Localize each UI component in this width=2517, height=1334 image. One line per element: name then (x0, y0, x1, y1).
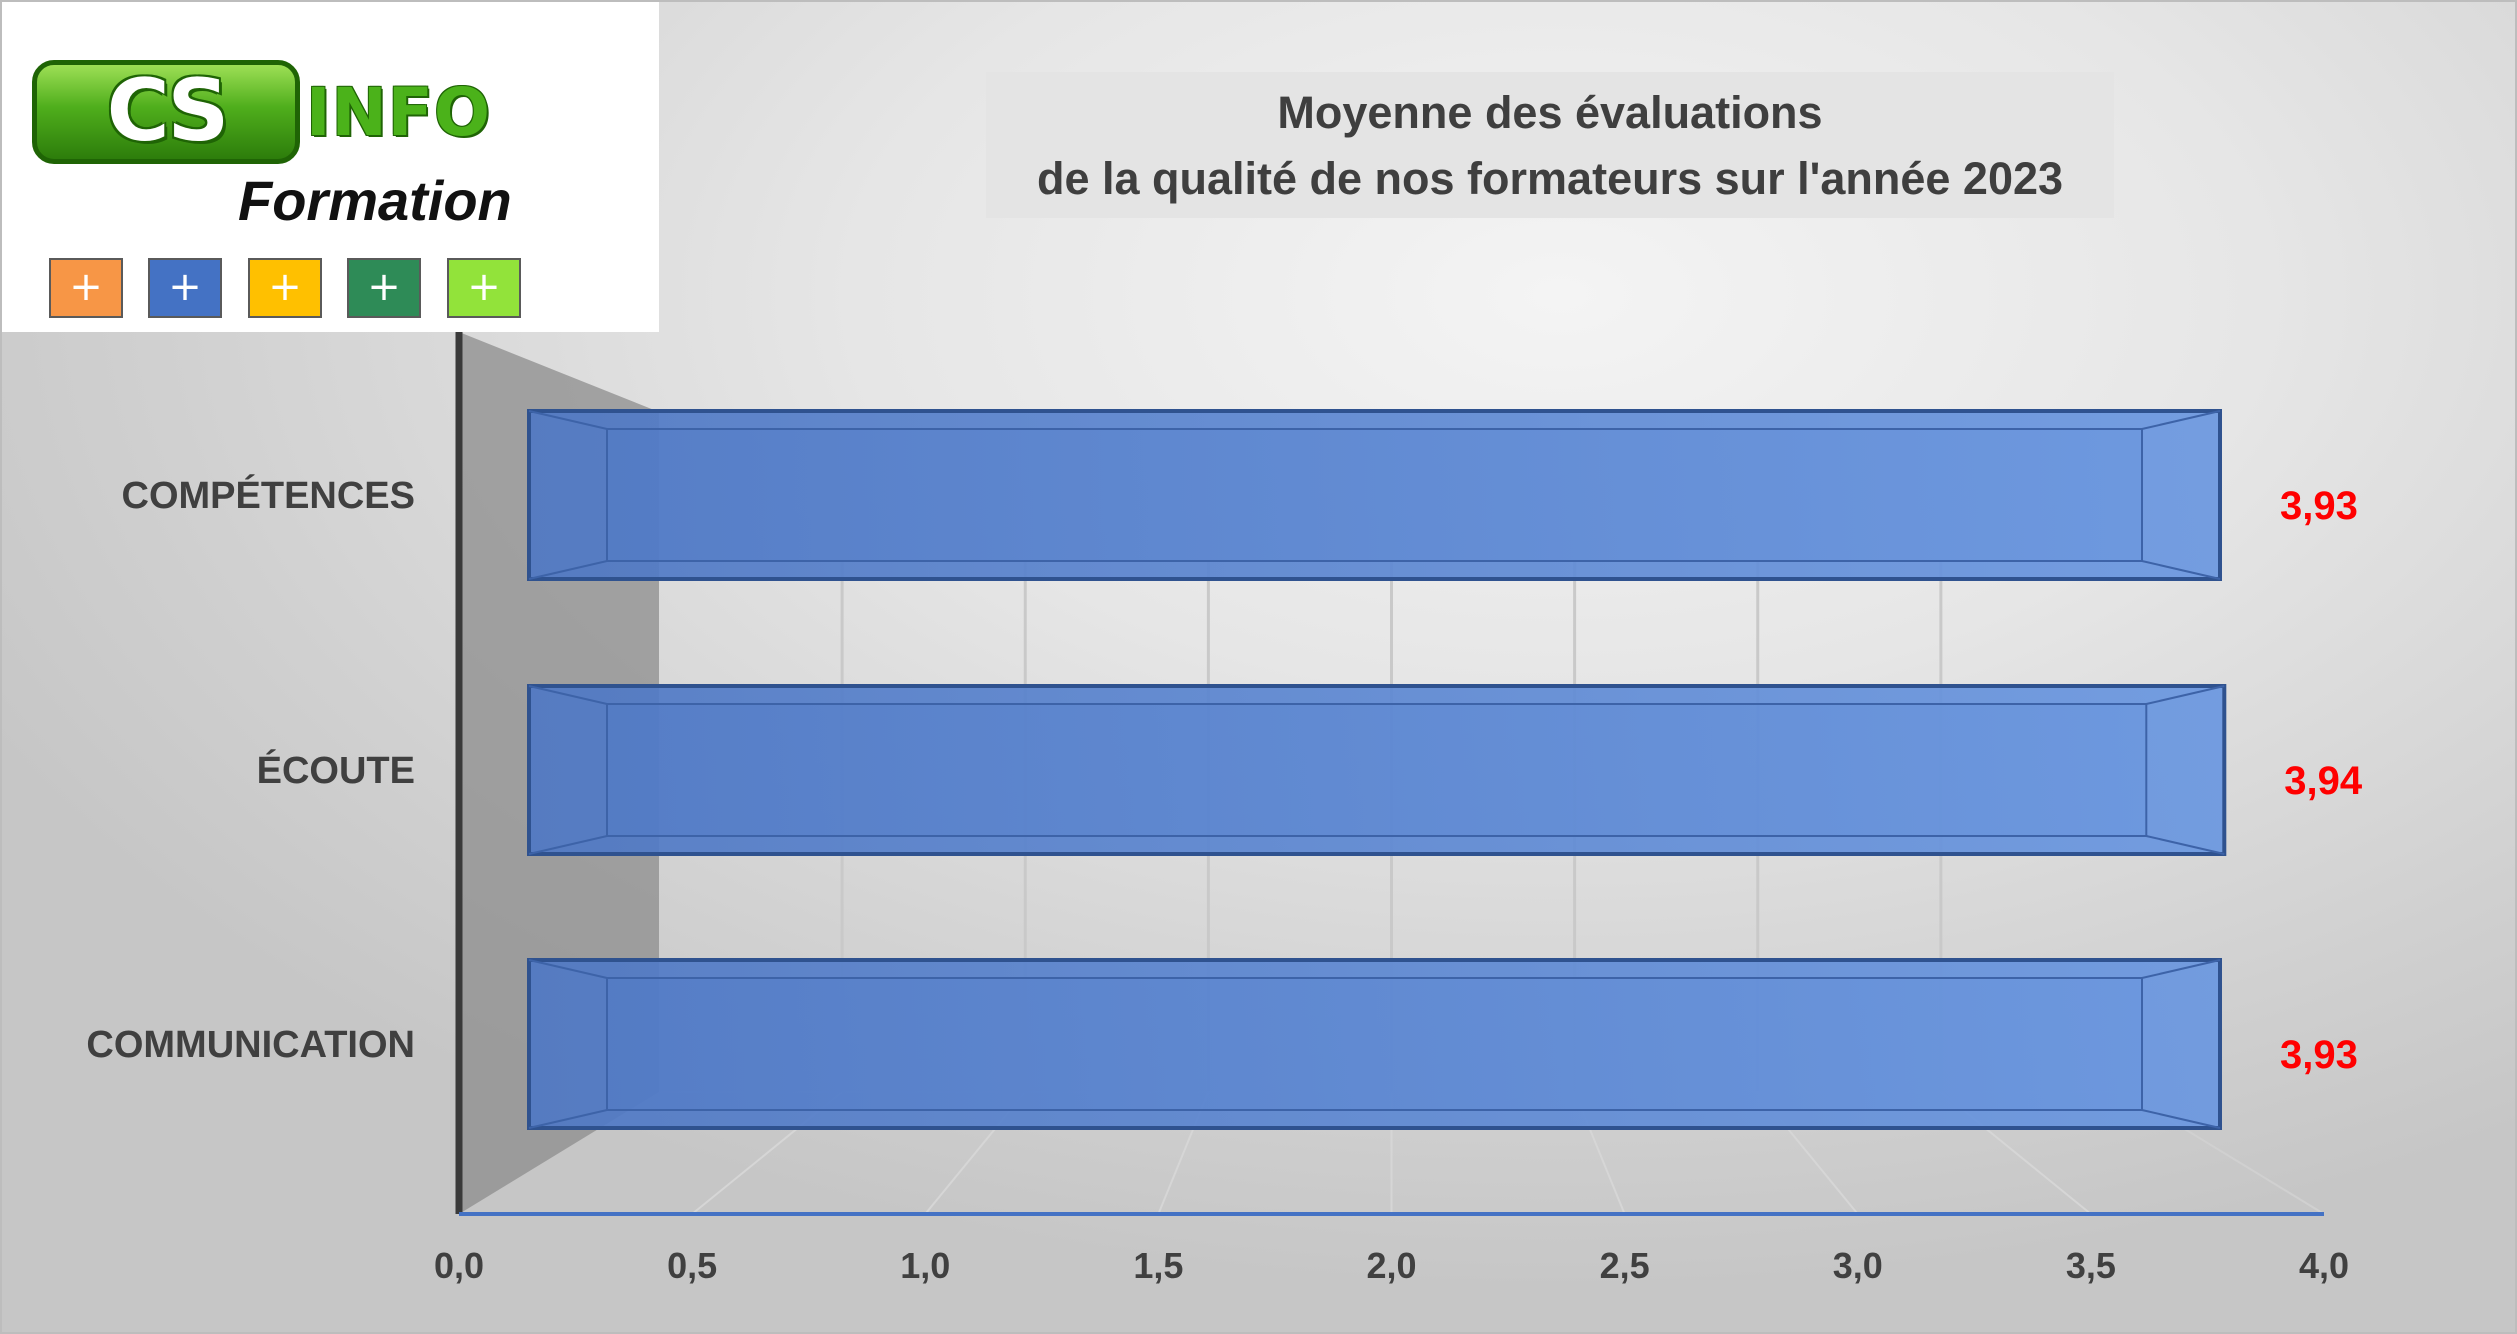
data-label: 3,93 (2280, 1033, 2358, 1077)
bar (527, 684, 2227, 856)
lime-plus-icon: + (447, 258, 521, 318)
bar-edge-bottom (528, 835, 2225, 855)
x-tick-label: 3,5 (2066, 1245, 2116, 1286)
logo-cs-mark: CS (32, 60, 300, 164)
x-tick-label: 0,5 (667, 1245, 717, 1286)
bar-edge-top (528, 959, 2221, 979)
green-plus-icon: + (347, 258, 421, 318)
category-label: COMMUNICATION (86, 1024, 415, 1066)
bar-edge-top (528, 685, 2225, 705)
bar-edge-bottom (528, 1109, 2221, 1129)
yellow-plus-icon: + (248, 258, 322, 318)
data-label: 3,93 (2280, 484, 2358, 528)
x-tick-label: 3,0 (1833, 1245, 1883, 1286)
company-logo: CS INFO Formation + + + + + (2, 2, 659, 332)
orange-plus-icon: + (49, 258, 123, 318)
chart-title-line-1: Moyenne des évaluations (1277, 87, 1823, 138)
category-label: ÉCOUTE (257, 748, 415, 792)
bar-edge-bottom (528, 560, 2221, 580)
x-tick-label: 1,5 (1133, 1245, 1183, 1286)
x-tick-label: 2,5 (1600, 1245, 1650, 1286)
logo-info-text: INFO (306, 74, 491, 151)
x-tick-label: 2,0 (1366, 1245, 1416, 1286)
data-label: 3,94 (2284, 759, 2363, 803)
x-tick-label: 0,0 (434, 1245, 484, 1286)
bar (527, 958, 2222, 1130)
x-tick-label: 1,0 (900, 1245, 950, 1286)
logo-formation-text: Formation (238, 169, 512, 232)
category-label: COMPÉTENCES (122, 473, 415, 517)
bar (527, 409, 2222, 581)
x-tick-label: 4,0 (2299, 1245, 2349, 1286)
bar-edge-top (528, 410, 2221, 430)
chart-title: Moyenne des évaluations de la qualité de… (986, 72, 2114, 218)
blue-plus-icon: + (148, 258, 222, 318)
chart-title-line-2: de la qualité de nos formateurs sur l'an… (1036, 153, 2064, 204)
